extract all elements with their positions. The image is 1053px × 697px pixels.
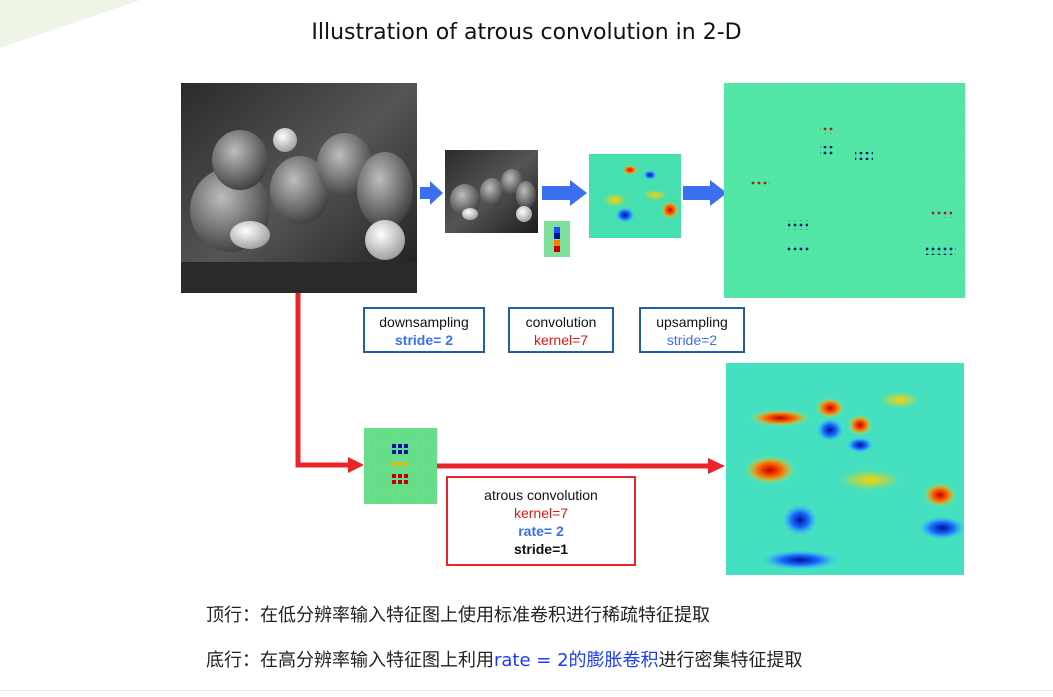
blue-arrows: [420, 180, 727, 206]
corner-decoration: [0, 0, 140, 48]
downsampling-stride: stride= 2: [395, 332, 453, 348]
red-arrow-path: [295, 293, 725, 474]
convolution-label: convolution: [525, 314, 597, 330]
atrous-stride: stride=1: [513, 541, 569, 557]
atrous-kernel: kernel=7: [513, 505, 569, 521]
upsampling-stride: stride=2: [666, 332, 718, 348]
caption-bottom-suffix: 进行密集特征提取: [658, 650, 803, 671]
atrous-kernel: [364, 428, 437, 504]
conv-output-heatmap: [589, 154, 681, 238]
caption-bottom-row: 底行：在高分辨率输入特征图上利用rate = 2的膨胀卷积进行密集特征提取: [206, 646, 803, 672]
atrous-rate: rate= 2: [518, 523, 564, 539]
atrous-convolution-box: atrous convolution kernel=7 rate= 2 stri…: [446, 476, 636, 566]
convolution-box: convolution kernel=7: [508, 307, 614, 353]
downsampling-label: downsampling: [379, 314, 469, 330]
upsampling-box: upsampling stride=2: [639, 307, 745, 353]
caption-bottom-highlight: rate = 2的膨胀卷积: [494, 650, 659, 671]
diagram-canvas: [181, 83, 966, 575]
downsampled-image: [445, 150, 538, 233]
caption-top-row: 顶行：在低分辨率输入特征图上使用标准卷积进行稀疏特征提取: [206, 605, 710, 626]
bottom-divider: [0, 690, 1053, 691]
input-image-large: [181, 83, 417, 293]
upsampled-sparse-output: [724, 83, 965, 298]
diagram-title: Illustration of atrous convolution in 2-…: [311, 20, 742, 45]
conv-kernel-small: [544, 221, 570, 257]
dense-output-heatmap: [726, 363, 966, 575]
downsampling-box: downsampling stride= 2: [363, 307, 485, 353]
atrous-label: atrous convolution: [484, 487, 598, 503]
upsampling-label: upsampling: [656, 314, 728, 330]
caption-bottom-prefix: 底行：在高分辨率输入特征图上利用: [206, 650, 494, 671]
convolution-kernel: kernel=7: [533, 332, 589, 348]
